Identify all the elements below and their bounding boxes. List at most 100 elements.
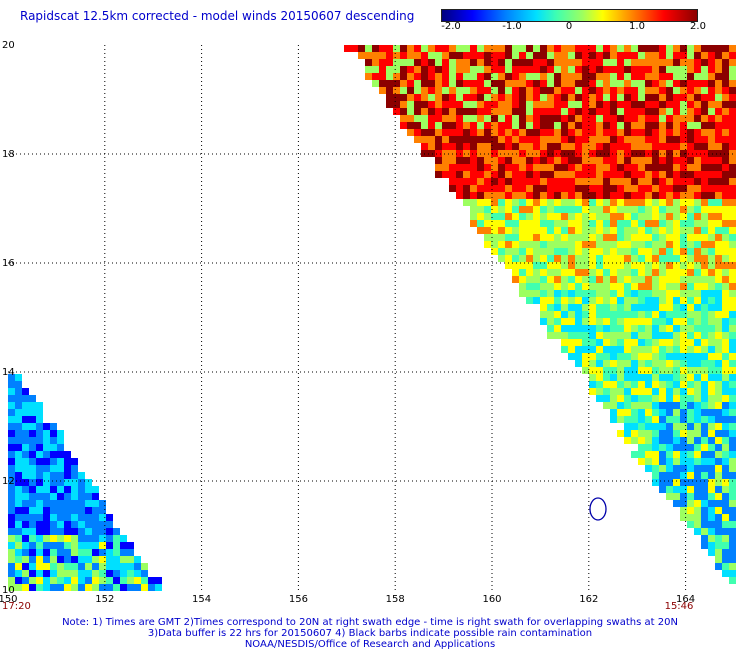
lat-tick-label: 10 [2,585,15,596]
wind-cell [694,283,701,290]
wind-cell [652,136,659,143]
wind-cell [43,500,50,507]
wind-cell [15,444,22,451]
wind-cell [386,66,393,73]
wind-cell [512,157,519,164]
wind-cell [701,248,708,255]
wind-cell [120,556,127,563]
wind-cell [603,164,610,171]
wind-cell [694,234,701,241]
wind-cell [36,430,43,437]
wind-cell [638,101,645,108]
wind-cell [113,535,120,542]
wind-cell [526,136,533,143]
colorbar-tick: -1.0 [502,21,522,32]
wind-cell [498,171,505,178]
wind-cell [561,269,568,276]
wind-cell [666,437,673,444]
wind-cell [449,115,456,122]
contour-circle [589,497,607,521]
wind-cell [435,171,442,178]
wind-cell [120,577,127,584]
wind-cell [610,52,617,59]
wind-cell [540,80,547,87]
wind-cell [85,542,92,549]
wind-cell [708,332,715,339]
wind-cell [540,129,547,136]
wind-cell [659,80,666,87]
wind-cell [687,367,694,374]
wind-cell [379,66,386,73]
wind-cell [617,283,624,290]
wind-cell [484,185,491,192]
wind-cell [575,339,582,346]
wind-cell [652,444,659,451]
wind-cell [99,500,106,507]
wind-cell [8,535,15,542]
wind-cell [540,59,547,66]
wind-cell [701,52,708,59]
wind-cell [694,451,701,458]
wind-cell [680,507,687,514]
wind-cell [729,465,736,472]
wind-cell [582,143,589,150]
wind-cell [673,486,680,493]
wind-cell [505,192,512,199]
wind-cell [638,234,645,241]
wind-cell [526,262,533,269]
wind-cell [722,395,729,402]
wind-cell [505,73,512,80]
wind-cell [372,45,379,52]
wind-cell [589,59,596,66]
wind-cell [715,248,722,255]
wind-cell [386,101,393,108]
wind-cell [540,262,547,269]
wind-cell [708,472,715,479]
wind-cell [526,143,533,150]
wind-cell [561,66,568,73]
wind-cell [645,143,652,150]
wind-cell [57,514,64,521]
wind-cell [22,556,29,563]
wind-cell [666,129,673,136]
wind-cell [715,199,722,206]
wind-cell [127,556,134,563]
wind-cell [589,234,596,241]
wind-cell [701,262,708,269]
wind-cell [694,178,701,185]
wind-cell [106,556,113,563]
wind-cell [708,157,715,164]
wind-cell [715,87,722,94]
wind-cell [680,150,687,157]
wind-cell [519,199,526,206]
wind-cell [631,395,638,402]
wind-cell [624,73,631,80]
wind-cell [442,45,449,52]
wind-cell [575,283,582,290]
wind-cell [407,101,414,108]
wind-cell [428,80,435,87]
wind-cell [708,220,715,227]
wind-cell [456,66,463,73]
wind-cell [533,255,540,262]
wind-cell [15,563,22,570]
wind-cell [561,178,568,185]
wind-cell [484,136,491,143]
wind-cell [575,150,582,157]
wind-cell [638,437,645,444]
axis-labels: 150 152 154 156 158 160 162 16420181614121017:2… [0,40,695,612]
wind-cell [463,122,470,129]
wind-cell [554,220,561,227]
wind-cell [680,409,687,416]
wind-cell [449,171,456,178]
wind-cell [722,143,729,150]
wind-cell [92,521,99,528]
wind-cell [694,129,701,136]
wind-cell [561,241,568,248]
wind-cell [645,346,652,353]
wind-cell [456,171,463,178]
wind-cell [666,213,673,220]
wind-cell [652,409,659,416]
wind-cell [624,276,631,283]
wind-cell [29,535,36,542]
